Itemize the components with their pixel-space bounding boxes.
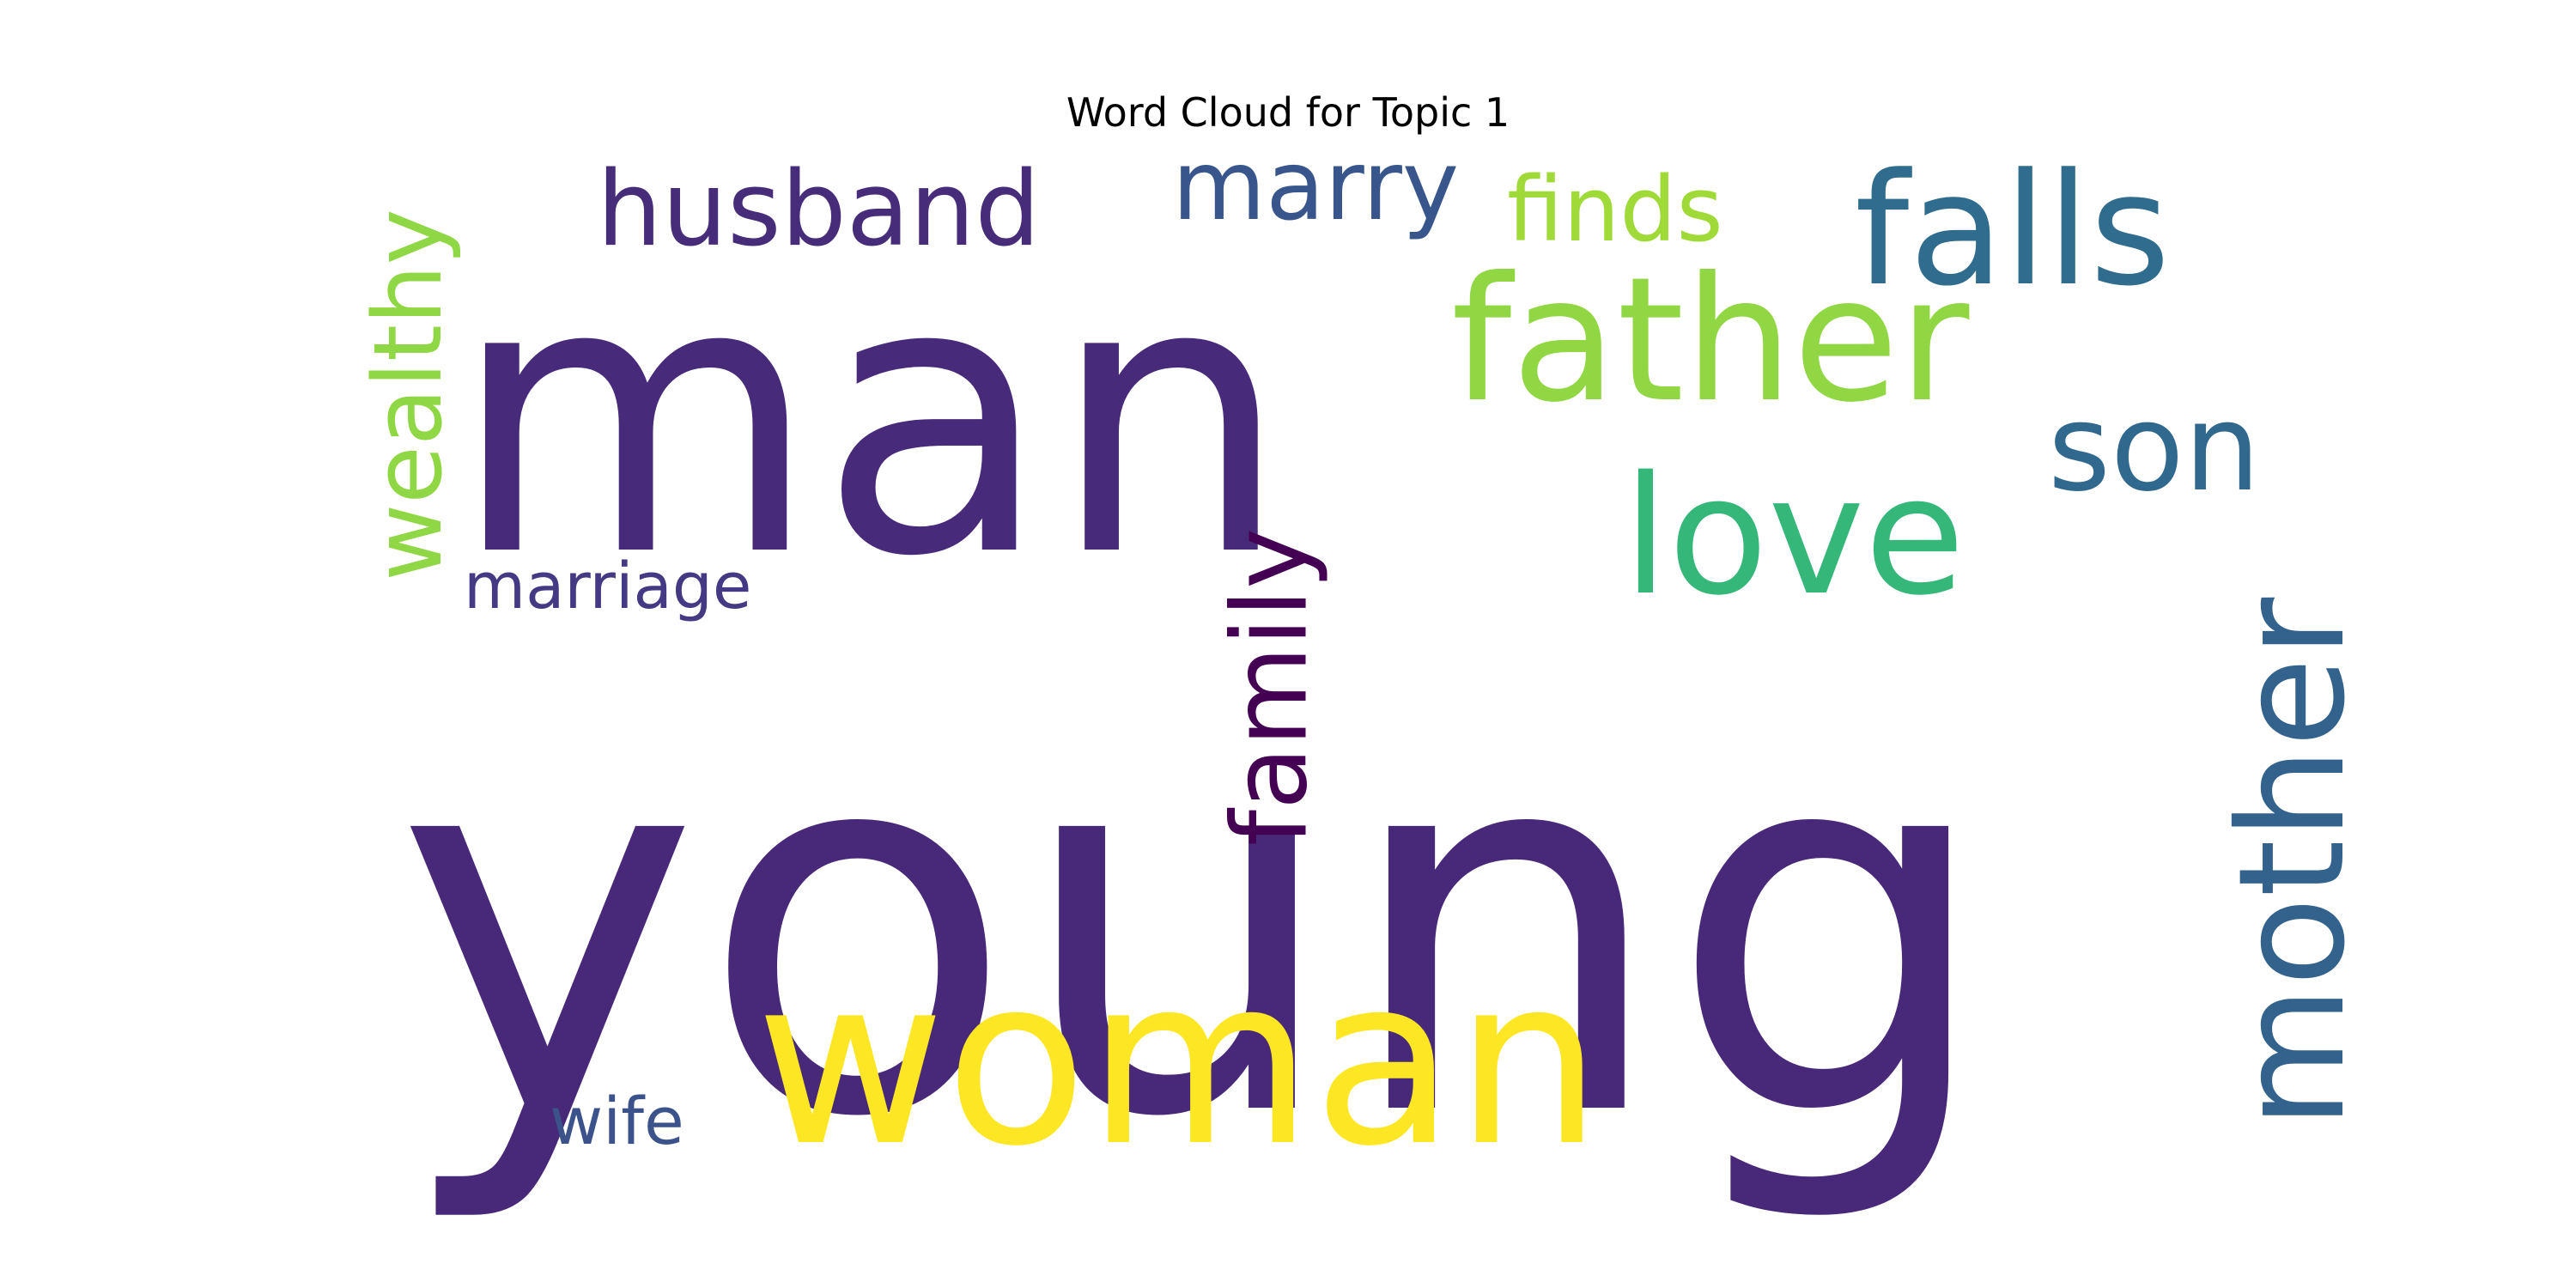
- word-woman: woman: [756, 927, 1602, 1197]
- word-young: young: [395, 629, 1996, 1230]
- word-falls: falls: [1855, 141, 2170, 320]
- word-son: son: [2048, 379, 2260, 519]
- word-mother: mother: [2208, 598, 2378, 1129]
- word-finds: finds: [1507, 157, 1723, 262]
- word-marriage: marriage: [464, 550, 751, 623]
- chart-title: Word Cloud for Topic 1: [1066, 89, 1510, 136]
- word-marry: marry: [1172, 131, 1459, 242]
- word-father: father: [1451, 240, 1970, 440]
- word-wealthy: wealthy: [353, 209, 463, 581]
- word-man: man: [451, 199, 1290, 639]
- word-love: love: [1623, 441, 1965, 631]
- word-family: family: [1212, 528, 1331, 846]
- word-husband: husband: [597, 150, 1041, 270]
- word-wife: wife: [550, 1083, 684, 1159]
